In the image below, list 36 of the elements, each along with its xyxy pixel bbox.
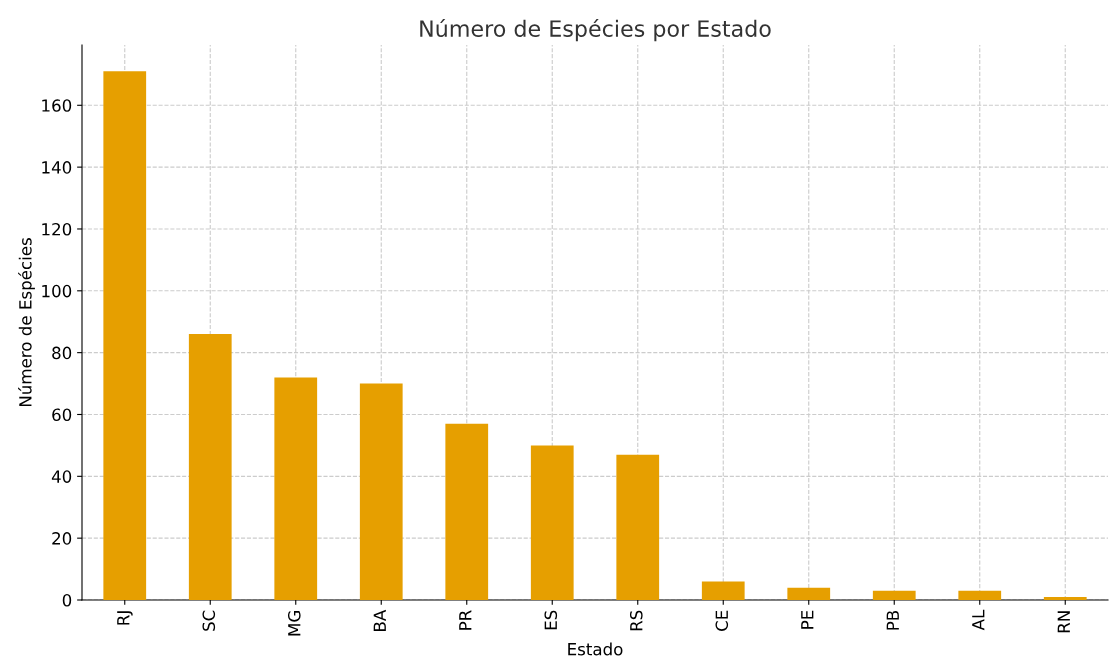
y-tick-label: 0 xyxy=(62,593,72,607)
y-tick-label: 60 xyxy=(52,408,72,422)
y-tick-label: 140 xyxy=(42,161,72,174)
y-tick-label: 160 xyxy=(42,99,72,112)
x-tick-label: ES xyxy=(544,610,558,630)
bar xyxy=(103,71,147,600)
x-tick-label: SC xyxy=(202,610,216,631)
y-tick-label: 80 xyxy=(52,346,72,360)
bar xyxy=(359,383,403,600)
bar xyxy=(188,334,232,600)
y-tick-label: 20 xyxy=(52,532,72,545)
bar xyxy=(274,377,318,600)
y-tick-label: 100 xyxy=(42,284,72,298)
y-tick-label: 120 xyxy=(42,222,72,236)
x-tick-label: AL xyxy=(972,609,985,631)
y-axis-title: Número de Espécies xyxy=(18,238,35,407)
bar xyxy=(445,423,489,600)
bar xyxy=(701,581,745,600)
y-tick-label: 40 xyxy=(51,470,72,483)
x-tick-label: MG xyxy=(287,611,301,636)
x-tick-label: PB xyxy=(886,610,899,630)
chart-title: Número de Espécies por Estado xyxy=(420,18,771,42)
x-tick-label: RN xyxy=(1057,611,1070,633)
x-tick-label: RS xyxy=(629,610,643,631)
bar xyxy=(872,590,916,600)
x-tick-label: PR xyxy=(459,610,472,630)
bar xyxy=(616,454,660,600)
x-tick-label: PE xyxy=(801,610,814,629)
bar xyxy=(787,587,831,600)
bar xyxy=(958,590,1002,600)
x-axis-title: Estado xyxy=(568,642,623,656)
bar xyxy=(530,445,574,600)
x-tick-label: CE xyxy=(715,610,729,631)
x-tick-label: BA xyxy=(373,609,386,631)
x-tick-label: RJ xyxy=(117,611,133,625)
bar xyxy=(1043,596,1087,600)
